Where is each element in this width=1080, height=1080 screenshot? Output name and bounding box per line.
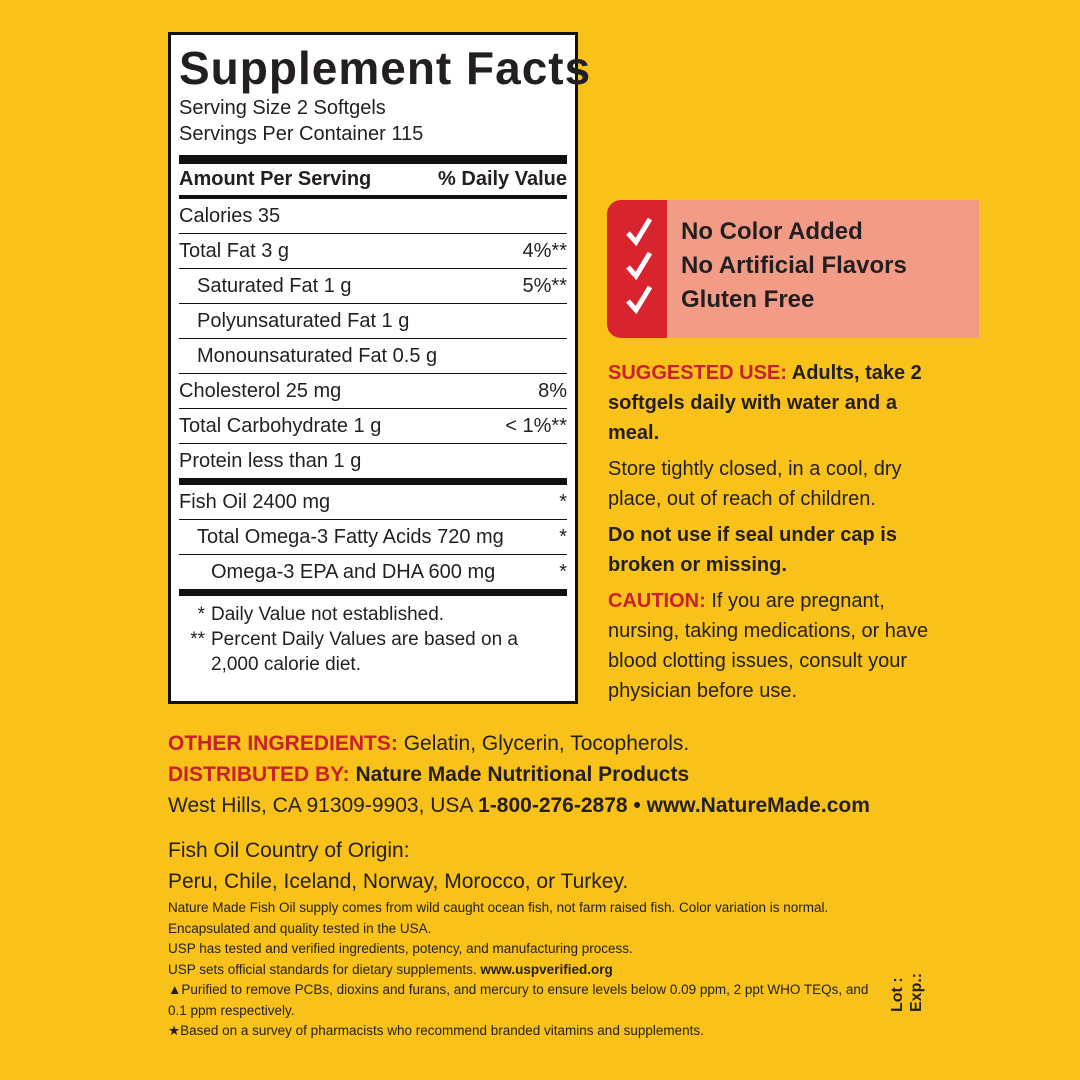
claim: Gluten Free (681, 286, 815, 313)
exp: Exp.: (908, 972, 925, 1012)
text: Adults, take 2 softgels daily with water… (608, 362, 922, 444)
origin-countries: Peru, Chile, Iceland, Norway, Morocco, o… (168, 870, 629, 893)
facts-row: Total Carbohydrate 1 g < 1%** (179, 408, 567, 443)
facts-rows: Calories 35 Total Fat 3 g 4%** Saturated Fa… (179, 199, 567, 589)
daily-value: 4%** (522, 239, 567, 262)
address: West Hills, CA 91309-9903, USA (168, 794, 473, 817)
serving-size: Serving Size 2 Softgels (179, 97, 386, 119)
facts-row: Total Fat 3 g 4%** (179, 233, 567, 268)
footnote-mark: * (197, 604, 205, 625)
nutrient: Monounsaturated Fat 0.5 g (197, 344, 438, 367)
daily-value: * (559, 560, 567, 583)
name: Nature Made Nutritional Products (355, 763, 690, 786)
fine-print-line: ▲Purified to remove PCBs, dioxins and fu… (168, 982, 869, 1018)
nutrient: Fish Oil 2400 mg (179, 490, 331, 513)
fine-print-line: USP has tested and verified ingredients,… (168, 941, 633, 956)
claim: No Color Added (681, 218, 863, 245)
facts-row: Total Omega-3 Fatty Acids 720 mg * (179, 519, 567, 554)
footnote-mark: ** (190, 629, 205, 650)
daily-value: * (559, 490, 567, 513)
nutrient: Total Omega-3 Fatty Acids 720 mg (197, 525, 504, 548)
nutrient: Polyunsaturated Fat 1 g (197, 309, 410, 332)
facts-row: Cholesterol 25 mg 8% (179, 373, 567, 408)
directions: SUGGESTED USE: Adults, take 2 softgels d… (608, 358, 938, 712)
footnotes: * Daily Value not established. ** Percent D… (179, 589, 567, 677)
distributor: DISTRIBUTED BY: Nature Made Nutritional … (168, 759, 908, 790)
claim: No Artificial Flavors (681, 252, 907, 279)
fine-print-line: ★Based on a survey of pharmacists who re… (168, 1023, 704, 1038)
usp-url: www.uspverified.org (480, 961, 613, 977)
daily-value: 8% (538, 379, 567, 402)
facts-row: Polyunsaturated Fat 1 g (179, 303, 567, 338)
facts-row: Calories 35 (179, 199, 567, 233)
footnote-text: Percent Daily Values are based on a 2,00… (211, 629, 518, 675)
phone: 1-800-276-2878 (478, 794, 628, 817)
fine-print: Nature Made Fish Oil supply comes from w… (168, 898, 888, 1042)
fine-print-line: Encapsulated and quality tested in the U… (168, 920, 432, 936)
facts-row: Fish Oil 2400 mg * (179, 478, 567, 519)
text: If you are pregnant, nursing, taking med… (608, 590, 929, 702)
nutrient: Cholesterol 25 mg (179, 379, 342, 402)
facts-row: Saturated Fat 1 g 5%** (179, 268, 567, 303)
seal-warning: Do not use if seal under cap is broken o… (608, 524, 897, 576)
other-ingredients: OTHER INGREDIENTS: Gelatin, Glycerin, To… (168, 728, 908, 759)
footnote-text: Daily Value not established. (211, 604, 445, 625)
fine-print-line: Nature Made Fish Oil supply comes from w… (168, 900, 829, 915)
storage: Store tightly closed, in a cool, dry pla… (608, 458, 902, 510)
nutrient: Saturated Fat 1 g (197, 274, 352, 297)
header-cell: Amount Per Serving (179, 168, 372, 190)
lot-exp: Lot : Exp.: (888, 973, 926, 1012)
supplement-facts-panel: Supplement Facts Serving Size 2 Softgels… (168, 32, 592, 704)
footnote: * Daily Value not established. (179, 602, 567, 627)
nutrient: Calories 35 (179, 204, 281, 227)
servings-per-container: Servings Per Container 115 (179, 123, 424, 145)
check (626, 251, 653, 280)
caution: CAUTION: If you are pregnant, nursing, t… (608, 586, 938, 706)
origin-label: Fish Oil Country of Origin: (168, 839, 410, 862)
label: CAUTION: (608, 590, 706, 612)
address-line: West Hills, CA 91309-9903, USA 1-800-276… (168, 790, 908, 821)
lot: Lot : (889, 977, 906, 1012)
claims-badge: No Color Added No Artificial Flavors Glute… (607, 200, 979, 338)
label: DISTRIBUTED BY: (168, 763, 350, 786)
check (626, 217, 653, 246)
facts-row: Omega-3 EPA and DHA 600 mg * (179, 554, 567, 589)
facts-header: Amount Per Serving % Daily Value (179, 155, 567, 199)
check-icon (626, 285, 653, 314)
daily-value: < 1%** (505, 414, 567, 437)
fine-print-line: USP sets official standards for dietary … (168, 961, 613, 977)
footnote: ** Percent Daily Values are based on a 2,… (179, 627, 567, 677)
header-cell: % Daily Value (438, 168, 567, 190)
facts-row: Protein less than 1 g (179, 443, 567, 478)
facts-row: Monounsaturated Fat 0.5 g (179, 338, 567, 373)
daily-value: 5%** (522, 274, 567, 297)
daily-value: * (559, 525, 567, 548)
suggested-use: SUGGESTED USE: Adults, take 2 softgels d… (608, 358, 938, 448)
check-icon (626, 251, 653, 280)
nutrient: Omega-3 EPA and DHA 600 mg (211, 560, 496, 583)
label: OTHER INGREDIENTS: (168, 732, 398, 755)
label: SUGGESTED USE: (608, 362, 787, 384)
separator: • (633, 794, 641, 817)
nutrient: Total Fat 3 g (179, 239, 290, 262)
text: Gelatin, Glycerin, Tocopherols. (403, 732, 690, 755)
nutrient: Total Carbohydrate 1 g (179, 414, 382, 437)
check-icon (626, 217, 653, 246)
facts-title: Supplement Facts (179, 42, 592, 94)
badge-stripe (607, 200, 667, 338)
website: www.NatureMade.com (646, 794, 870, 817)
ingredients-block: OTHER INGREDIENTS: Gelatin, Glycerin, To… (168, 728, 908, 897)
check (626, 285, 653, 314)
nutrient: Protein less than 1 g (179, 449, 362, 472)
